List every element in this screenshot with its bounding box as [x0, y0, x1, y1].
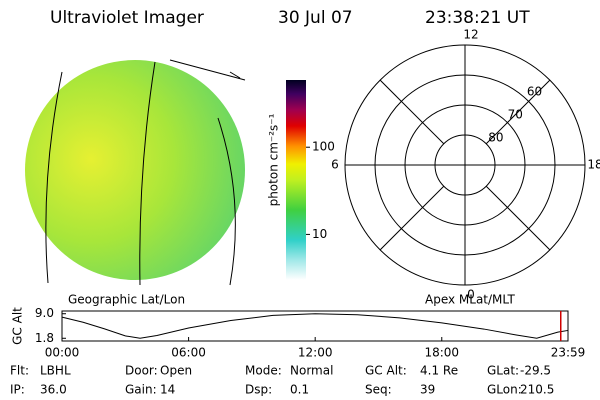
field-label: Seq:	[365, 383, 392, 397]
field-value: 36.0	[40, 383, 67, 397]
x-tick-label: 18:00	[424, 346, 459, 360]
mlt-label: 12	[463, 28, 478, 42]
x-tick-label: 23:59	[551, 346, 586, 360]
field-label: GLat:	[487, 364, 519, 378]
field-value: 39	[420, 383, 435, 397]
title: Ultraviolet Imager	[50, 8, 204, 28]
ring-label: 70	[508, 108, 523, 122]
ring-label: 60	[527, 85, 542, 99]
polar-caption: Apex MLat/MLT	[425, 293, 515, 307]
field-label: Door:	[125, 364, 158, 378]
field-label: Mode:	[245, 364, 282, 378]
field-label: Flt:	[10, 364, 29, 378]
x-tick-label: 12:00	[298, 346, 333, 360]
time: 23:38:21 UT	[425, 8, 530, 28]
colorbar-tick-label: 100	[312, 140, 335, 154]
polar-ring	[404, 104, 526, 226]
colorbar	[286, 80, 306, 280]
image-caption: Geographic Lat/Lon	[68, 293, 185, 307]
mlt-label: 18	[587, 158, 600, 172]
field-value: LBHL	[40, 364, 71, 378]
field-label: Gain:	[125, 383, 157, 397]
colorbar-label: photon cm⁻²s⁻¹	[267, 113, 281, 206]
y-tick-label: 9.0	[35, 306, 54, 320]
field-label: GLon:	[487, 383, 522, 397]
colorbar-tick-label: 10	[312, 227, 327, 241]
polar-ring	[434, 134, 496, 196]
field-value: 4.1 Re	[420, 364, 458, 378]
polar-spoke	[485, 79, 551, 145]
x-tick-label: 06:00	[171, 346, 206, 360]
field-value: 14	[160, 383, 175, 397]
polar-spoke	[485, 185, 551, 251]
y-axis-label: GC Alt	[11, 307, 25, 345]
ring-label: 80	[488, 131, 503, 145]
x-tick-label: 00:00	[45, 346, 80, 360]
date: 30 Jul 07	[278, 8, 353, 28]
altitude-curve	[61, 313, 569, 339]
field-value: 0.1	[290, 383, 309, 397]
field-value: -29.5	[520, 364, 551, 378]
plot-frame	[61, 310, 569, 342]
polar-ring	[374, 74, 556, 256]
earth-image	[25, 59, 246, 286]
mlt-label: 0	[467, 288, 475, 302]
y-tick-label: 1.8	[35, 331, 54, 345]
mlt-label: 6	[331, 158, 339, 172]
field-value: Normal	[290, 364, 333, 378]
polar-spoke	[379, 185, 445, 251]
field-value: Open	[160, 364, 192, 378]
field-label: IP:	[10, 383, 25, 397]
field-value: 210.5	[520, 383, 554, 397]
field-label: GC Alt:	[365, 364, 407, 378]
polar-spoke	[379, 79, 445, 145]
field-label: Dsp:	[245, 383, 272, 397]
